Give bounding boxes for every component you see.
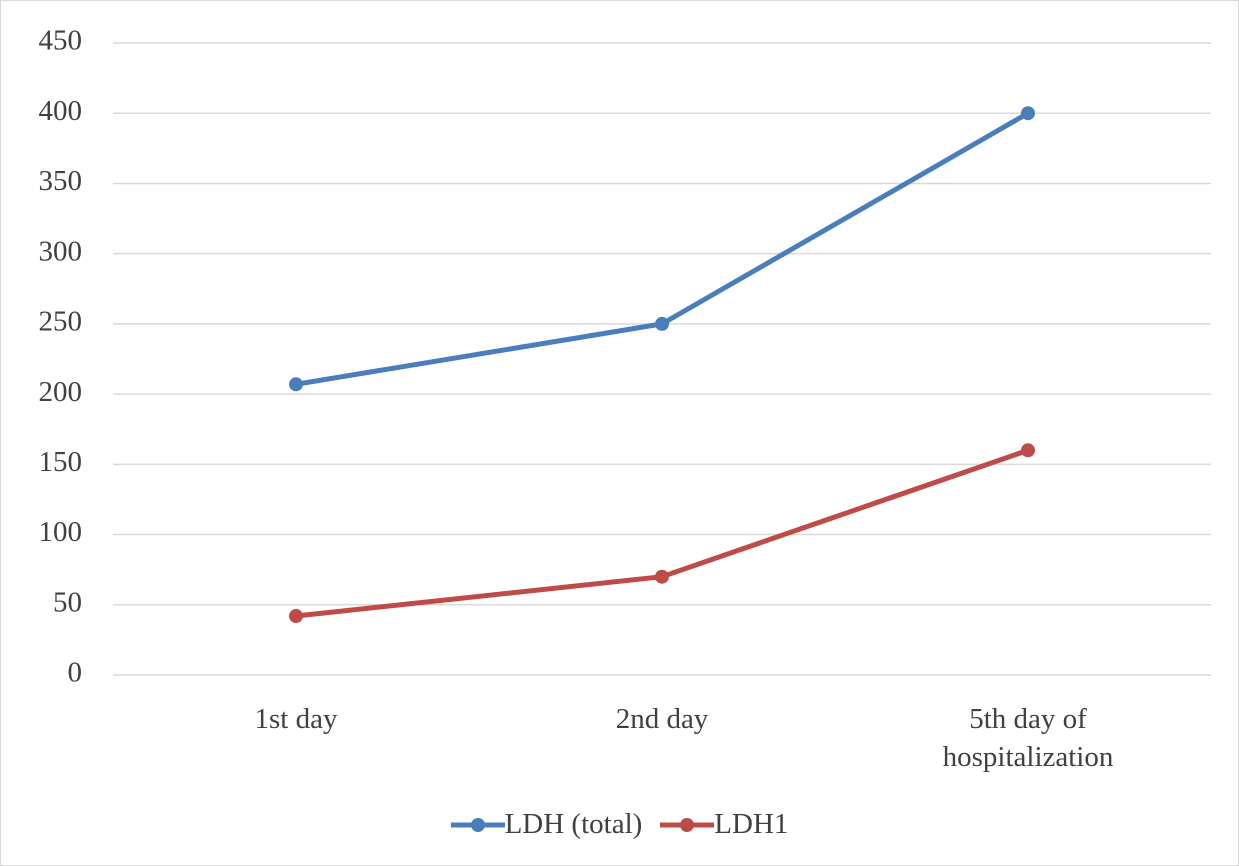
x-tick-label: 5th day of hospitalization bbox=[942, 703, 1114, 773]
data-point bbox=[1021, 443, 1035, 458]
series-line bbox=[295, 447, 1029, 619]
data-point bbox=[1021, 106, 1035, 121]
y-tick-label: 150 bbox=[39, 446, 83, 478]
y-tick-label: 50 bbox=[53, 586, 82, 618]
y-tick-label: 400 bbox=[39, 95, 83, 127]
y-tick-label: 250 bbox=[39, 306, 83, 338]
y-tick-label: 0 bbox=[68, 657, 83, 689]
legend-marker bbox=[680, 817, 695, 832]
legend-marker bbox=[470, 817, 485, 832]
data-point bbox=[655, 316, 669, 331]
legend-swatch bbox=[450, 817, 505, 832]
data-point bbox=[289, 377, 303, 392]
x-tick-label: 2nd day bbox=[615, 703, 709, 735]
x-tick-label: 1st day bbox=[254, 703, 338, 735]
y-tick-label: 300 bbox=[39, 235, 83, 267]
y-tick-label: 200 bbox=[39, 376, 83, 408]
legend-item: LDH (total) bbox=[450, 808, 643, 841]
legend-item: LDH1 bbox=[660, 808, 788, 841]
legend-label: LDH1 bbox=[714, 808, 789, 840]
legend: LDH (total) LDH1 bbox=[0, 808, 1239, 841]
series-line bbox=[295, 111, 1030, 387]
legend-swatch bbox=[660, 817, 715, 832]
legend-label: LDH (total) bbox=[504, 808, 643, 840]
y-tick-label: 450 bbox=[39, 25, 83, 57]
data-point bbox=[289, 609, 303, 624]
data-point bbox=[655, 569, 669, 584]
y-tick-label: 350 bbox=[39, 165, 83, 197]
y-tick-label: 100 bbox=[39, 516, 83, 548]
